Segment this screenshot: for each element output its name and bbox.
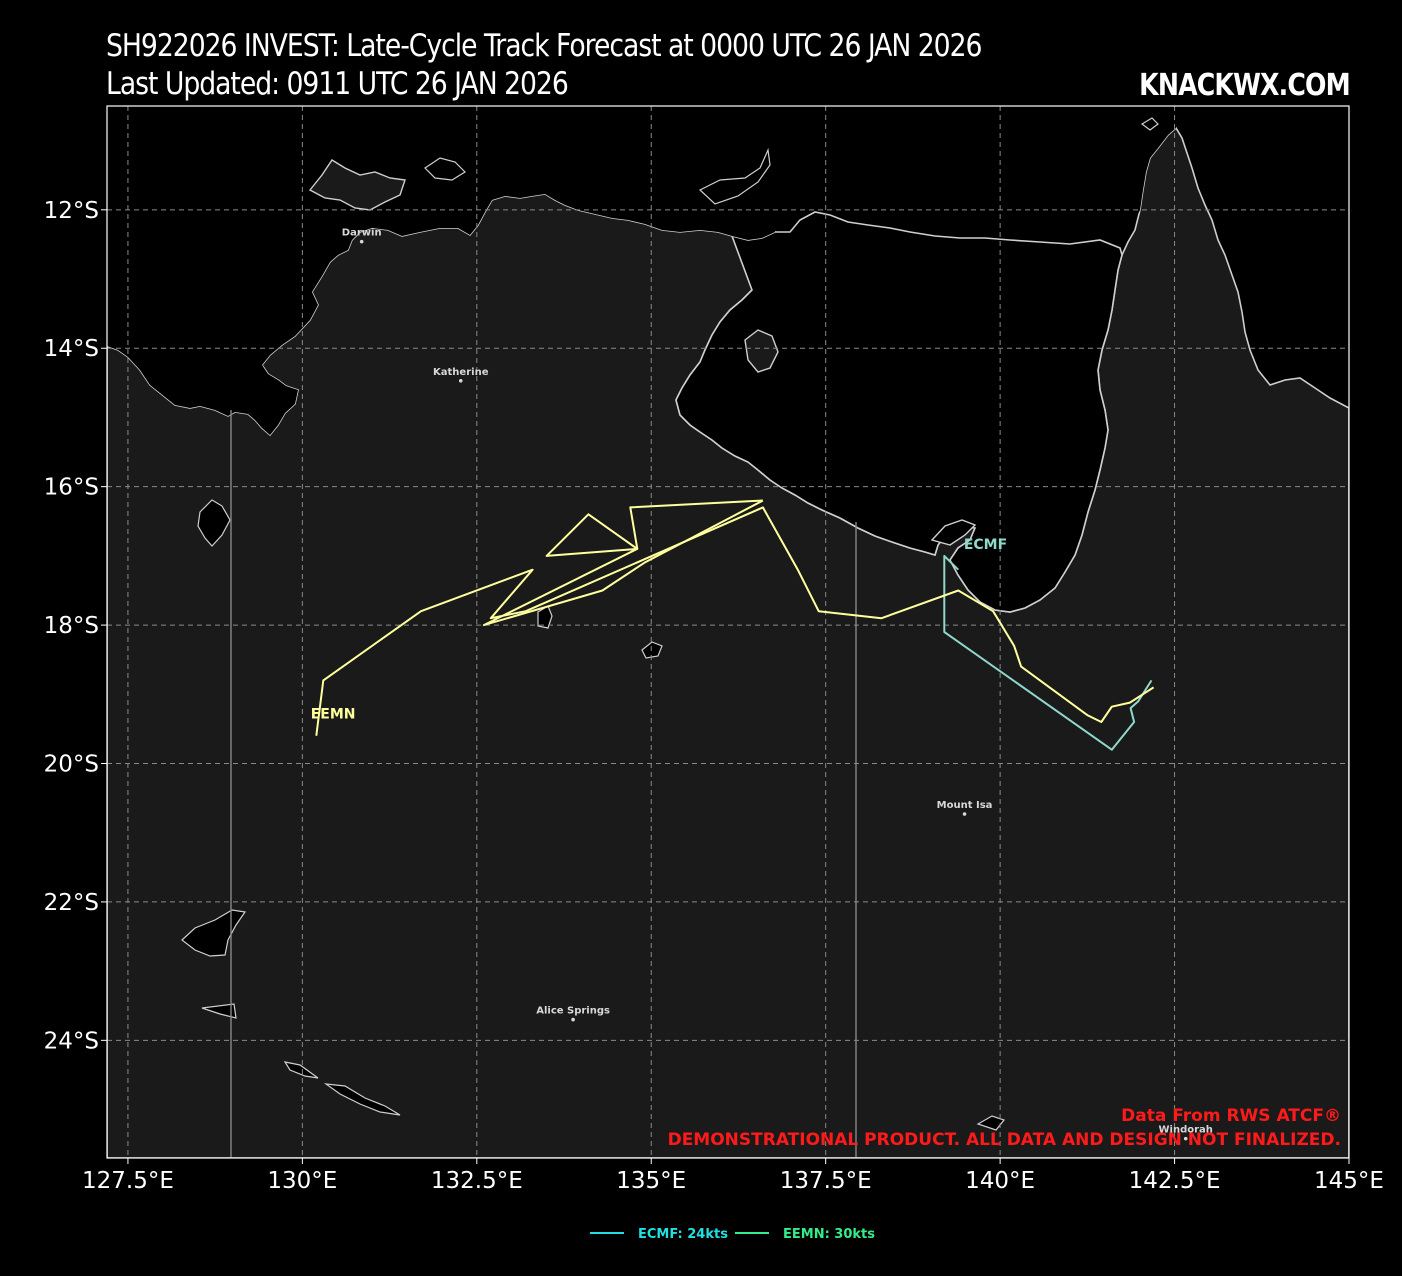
- lon-tick-label: 132.5°E: [431, 1168, 523, 1194]
- legend-entry: ECMF: 24kts: [638, 1227, 728, 1242]
- inland-lake: [283, 1061, 319, 1079]
- lon-tick-label: 135°E: [616, 1168, 686, 1194]
- axis-tick-labels: 127.5°E 130°E 132.5°E 135°E 137.5°E 140°E 142.…: [44, 198, 1384, 1194]
- track-eemn[interactable]: [315, 506, 1155, 736]
- northern-island: [424, 157, 466, 181]
- brand-logo: KNACKWX.COM: [1139, 68, 1351, 103]
- city-dot: [359, 239, 364, 244]
- city-label: Windorah: [1159, 1125, 1213, 1136]
- gulf-inner-waters: [675, 211, 1123, 613]
- legend-entry: EEMN: 30kts: [783, 1227, 875, 1242]
- track-label-ecmf: ECMF: [964, 537, 1007, 553]
- lon-tick-label: 137.5°E: [780, 1168, 872, 1194]
- title-line-1: SH922026 INVEST: Late-Cycle Track Foreca…: [106, 28, 982, 64]
- lon-tick-label: 140°E: [965, 1168, 1035, 1194]
- lat-tick-label: 24°S: [44, 1028, 99, 1054]
- lat-tick-label: 20°S: [44, 752, 99, 778]
- disclaimer-note: DEMONSTRATIONAL PRODUCT. ALL DATA AND DE…: [668, 1130, 1341, 1150]
- northern-island: [698, 147, 771, 205]
- lake-amadeus: [181, 909, 247, 957]
- last-updated: Last Updated: 0911 UTC 26 JAN 2026: [106, 66, 569, 102]
- groote-eylandt: [744, 329, 779, 373]
- inland-lake: [976, 1115, 1006, 1131]
- inland-lake: [197, 499, 231, 547]
- data-source-note: Data From RWS ATCF®: [1121, 1106, 1341, 1126]
- track-eemn-loop[interactable]: [482, 499, 764, 627]
- city-label: Darwin: [342, 228, 382, 239]
- forecast-tracks: ECMF EEMN: [311, 499, 1155, 751]
- inland-lake: [201, 1003, 237, 1019]
- city-label: Alice Springs: [536, 1006, 610, 1017]
- inland-lake: [641, 641, 663, 659]
- map-frame: [106, 105, 1350, 1159]
- legend: ECMF: 24kts EEMN: 30kts: [590, 1227, 875, 1242]
- lon-tick-label: 127.5°E: [82, 1168, 174, 1194]
- lat-tick-label: 16°S: [44, 475, 99, 501]
- timor-arafura-sea: [107, 106, 775, 435]
- inland-lake: [323, 1083, 401, 1116]
- lon-tick-label: 130°E: [267, 1168, 337, 1194]
- city-dot: [571, 1017, 575, 1022]
- cape-york-islands: [1140, 117, 1159, 131]
- lat-tick-label: 18°S: [44, 613, 99, 639]
- lat-tick-label: 12°S: [44, 198, 99, 224]
- track-ecmf[interactable]: [943, 554, 1153, 751]
- city-dot: [1183, 1136, 1188, 1141]
- lat-tick-label: 14°S: [44, 336, 99, 362]
- lat-tick-label: 22°S: [44, 890, 99, 916]
- gulf-of-carpentaria: [760, 106, 1176, 248]
- city-dot: [962, 812, 967, 816]
- city-label: Katherine: [433, 367, 489, 378]
- lon-tick-label: 145°E: [1314, 1168, 1384, 1194]
- track-label-eemn: EEMN: [311, 707, 356, 723]
- tiwi-islands: [308, 159, 406, 211]
- city-label: Mount Isa: [937, 800, 993, 811]
- city-markers: Darwin Katherine Mount Isa Alice Springs Win…: [342, 228, 1213, 1141]
- lon-tick-label: 142.5°E: [1129, 1168, 1221, 1194]
- mornington-island: [930, 519, 977, 546]
- city-dot: [458, 378, 463, 383]
- graticule: [107, 106, 1349, 1158]
